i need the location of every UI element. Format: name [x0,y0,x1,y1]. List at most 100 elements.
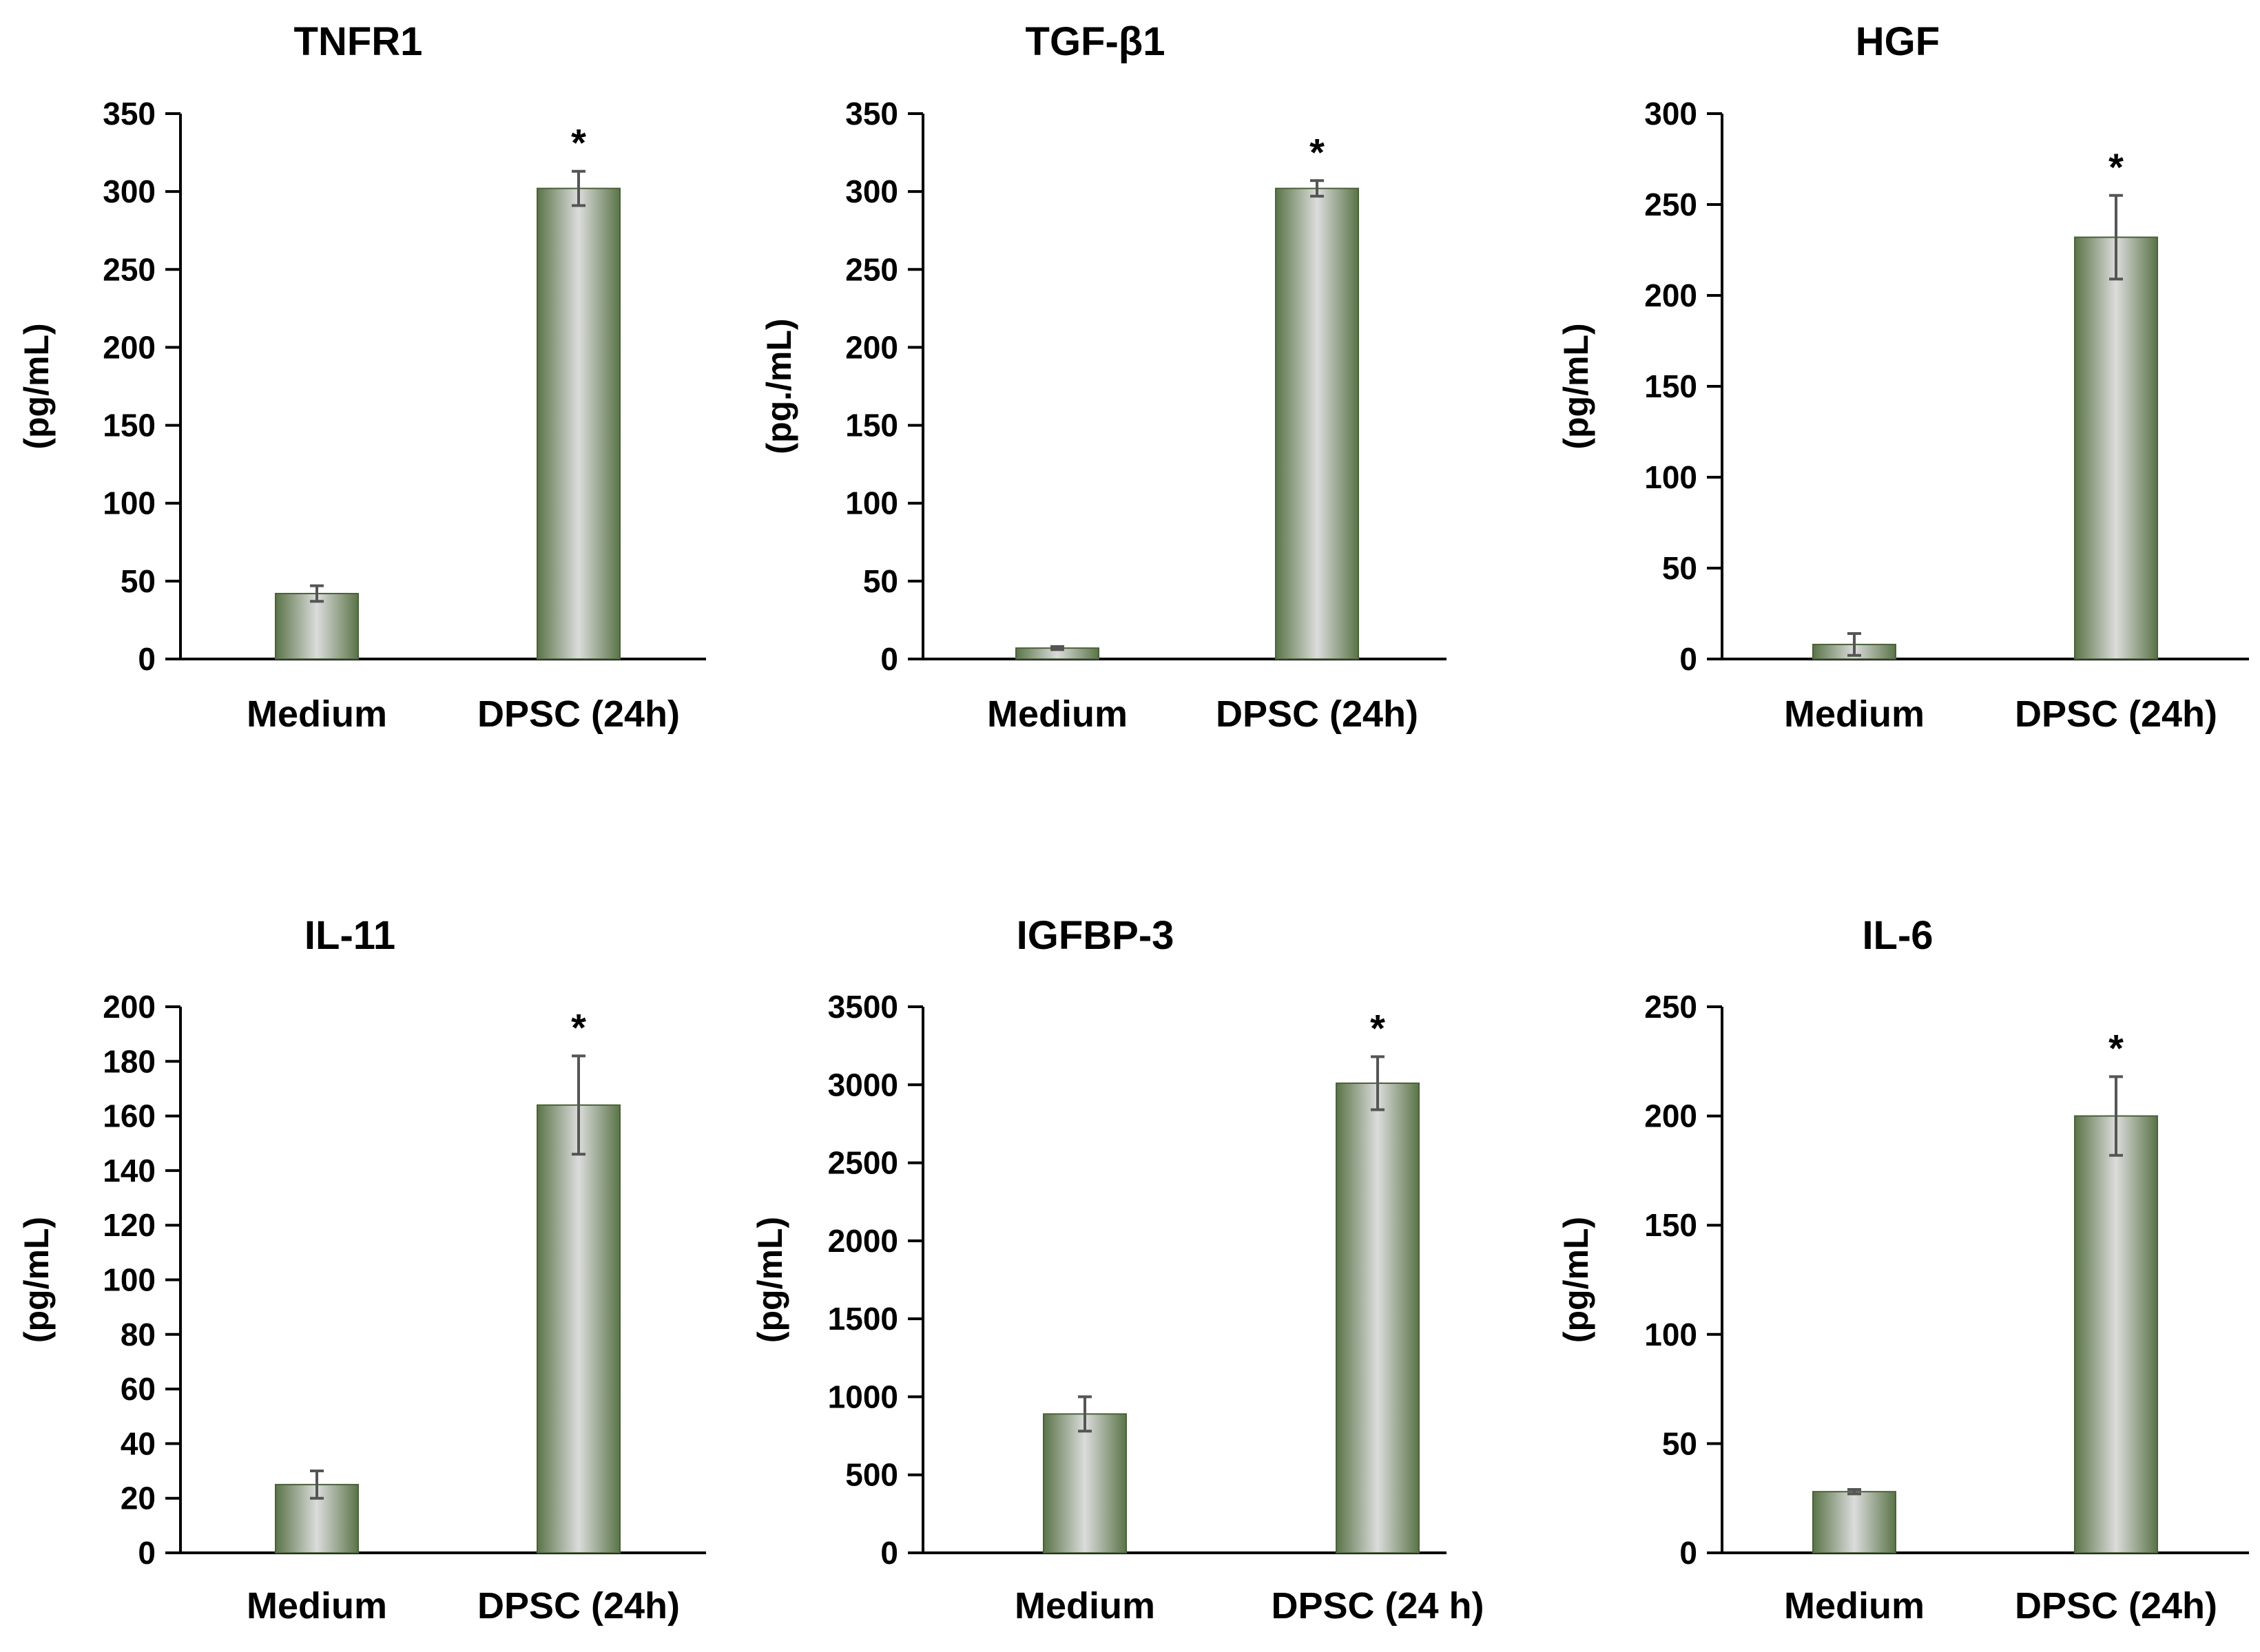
chart-panel-2: TGF-β1 (pg./mL) 0 50 100 150 200 250 300 350 Mediu… [760,19,1447,735]
y-tick-label: 100 [845,485,898,521]
error-bar [572,169,585,207]
bar-dpsc [1275,187,1359,660]
y-tick-label: 0 [138,1535,156,1571]
chart-panels: TNFR1(pg/mL)050100150200250300350Medium*… [17,19,2249,1627]
chart-title: HGF [1856,19,1940,64]
y-tick-label: 200 [103,989,156,1025]
y-tick-label: 60 [121,1371,156,1407]
error-bar [2109,1075,2123,1157]
y-tick-label: 200 [1644,278,1697,313]
bar-dpsc [1336,1083,1420,1554]
y-tick-label: 250 [845,251,898,287]
y-axis-label: (pg/mL) [1557,323,1595,449]
category-label: DPSC (24h) [2015,693,2217,735]
bar-dpsc [2074,1115,2158,1554]
chart-panel-5: IGFBP-3 (pg/mL) 0 500 1000 1500 2000 2500 3000 35… [751,913,1484,1627]
category-label: Medium [1784,693,1925,735]
category-label: DPSC (24 h) [1271,1585,1484,1627]
significance-marker: * [1370,1007,1385,1050]
category-label: DPSC (24h) [477,693,680,735]
y-tick-label: 150 [1644,1207,1697,1243]
y-tick-label: 2000 [828,1223,898,1259]
y-tick-label: 350 [845,96,898,132]
category-label: DPSC (24h) [477,1585,680,1627]
y-axis-label: (pg/mL) [17,323,56,449]
bar-dpsc [2074,236,2158,660]
y-tick-label: 40 [121,1425,156,1461]
error-bar [1847,632,1861,657]
y-tick-label: 50 [1662,1425,1697,1461]
category-label: Medium [247,1585,387,1627]
error-bar [572,1054,585,1156]
y-axis-label: (pg./mL) [760,318,798,454]
category-label: Medium [1015,1585,1155,1627]
y-tick-label: 300 [1644,96,1697,132]
y-tick-label: 80 [121,1317,156,1352]
bar-medium [1812,1491,1896,1554]
error-bar [310,1470,324,1500]
y-tick-label: 250 [1644,187,1697,222]
chart-title: IL-6 [1862,913,1933,958]
y-tick-label: 50 [121,563,156,599]
y-tick-label: 0 [138,641,156,677]
y-tick-label: 0 [1679,641,1697,677]
y-tick-label: 3000 [828,1067,898,1102]
error-bar [1371,1055,1385,1111]
y-tick-label: 150 [103,408,156,443]
significance-marker: * [2108,1027,2124,1070]
y-tick-label: 160 [103,1098,156,1134]
chart-panel-6: IL-6 (pg/mL) 0 50 100 150 200 250 Medium * DPSC (2… [1557,913,2249,1627]
y-tick-label: 2500 [828,1145,898,1181]
bar-medium [275,592,359,660]
significance-marker: * [571,1005,586,1049]
bar-dpsc [537,187,621,660]
chart-title: TGF-β1 [1026,19,1165,64]
y-tick-label: 350 [103,96,156,132]
y-axis-label: (pg/mL) [1557,1217,1595,1343]
chart-panel-4: IL-11 (pg/mL) 0 20 40 60 80 100 120 140 160 180 200 M… [17,913,706,1627]
y-tick-label: 120 [103,1207,156,1243]
y-tick-label: 500 [845,1457,898,1493]
y-tick-label: 200 [845,329,898,365]
error-bar [1050,645,1064,651]
y-axis-label: (pg/mL) [17,1217,56,1343]
y-tick-label: 0 [1679,1535,1697,1571]
y-tick-label: 0 [880,1535,898,1571]
y-tick-label: 3500 [828,989,898,1025]
y-tick-label: 50 [1662,550,1697,586]
bar-medium [1043,1413,1127,1554]
y-tick-label: 100 [1644,459,1697,495]
y-tick-label: 300 [103,174,156,209]
y-tick-label: 250 [103,251,156,287]
category-label: Medium [1784,1585,1925,1627]
y-tick-label: 150 [1644,368,1697,404]
y-axis-label: (pg/mL) [751,1217,789,1343]
chart-panel-1: TNFR1 (pg/mL) 0 50 100 150 200 250 300 350 Medium *… [17,19,706,735]
error-bar [1078,1395,1092,1433]
y-tick-label: 100 [103,485,156,521]
significance-marker: * [2108,145,2124,189]
error-bar [2109,194,2123,281]
y-tick-label: 50 [863,563,898,599]
y-tick-label: 140 [103,1153,156,1189]
y-tick-label: 300 [845,174,898,209]
category-label: Medium [247,693,387,735]
y-tick-label: 0 [880,641,898,677]
y-tick-label: 20 [121,1481,156,1516]
y-tick-label: 100 [103,1262,156,1298]
category-label: Medium [987,693,1128,735]
y-tick-label: 1500 [828,1301,898,1337]
y-tick-label: 250 [1644,989,1697,1025]
significance-marker: * [571,121,586,165]
bar-dpsc [537,1104,621,1554]
y-tick-label: 100 [1644,1317,1697,1352]
y-tick-label: 150 [845,408,898,443]
chart-title: TNFR1 [294,19,423,64]
chart-panel-3: HGF (pg/mL) 0 50 100 150 200 250 300 Medium * DPSC … [1557,19,2249,735]
y-tick-label: 180 [103,1043,156,1079]
significance-marker: * [1309,130,1325,174]
y-tick-label: 200 [103,329,156,365]
y-tick-label: 200 [1644,1098,1697,1134]
error-bar [1847,1488,1861,1496]
